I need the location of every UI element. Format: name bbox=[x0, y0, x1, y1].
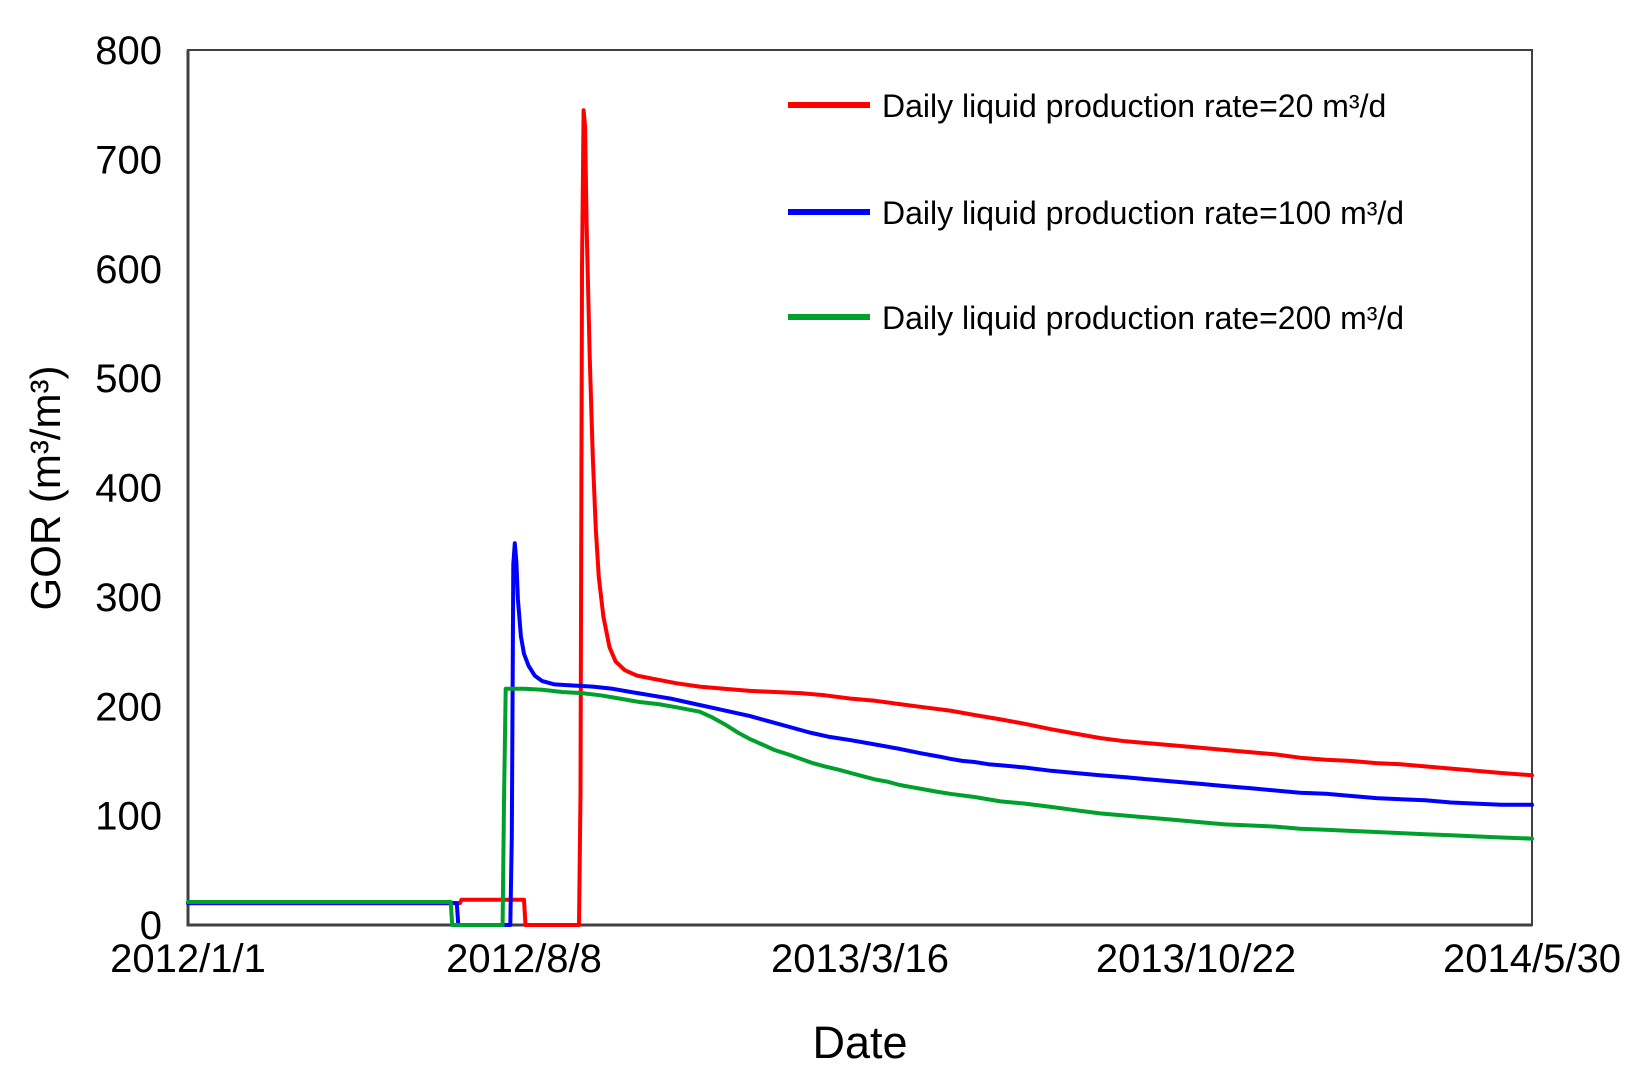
x-tick-label-4: 2014/5/30 bbox=[1443, 937, 1621, 981]
y-axis-tick-labels: 0 100 200 300 400 500 600 700 800 bbox=[95, 29, 162, 948]
y-tick-label-6: 600 bbox=[95, 248, 162, 292]
x-tick-label-2: 2013/3/16 bbox=[771, 937, 949, 981]
axis-lines bbox=[186, 50, 1532, 927]
y-tick-label-4: 400 bbox=[95, 467, 162, 511]
x-tick-label-0: 2012/1/1 bbox=[110, 937, 266, 981]
series-line-0 bbox=[186, 108, 1534, 927]
x-tick-label-1: 2012/8/8 bbox=[446, 937, 602, 981]
y-tick-label-2: 200 bbox=[95, 685, 162, 729]
series-line-2 bbox=[186, 686, 1534, 927]
y-tick-label-0: 0 bbox=[140, 904, 162, 948]
x-axis-tick-labels: 2012/1/1 2012/8/8 2013/3/16 2013/10/22 2014/… bbox=[110, 937, 1621, 981]
legend-label-2: Daily liquid production rate=200 m³/d bbox=[882, 300, 1404, 336]
y-tick-label-8: 800 bbox=[95, 29, 162, 73]
legend-item-2: Daily liquid production rate=200 m³/d bbox=[788, 300, 1404, 336]
legend: Daily liquid production rate=20 m³/d Dail… bbox=[788, 88, 1404, 336]
y-tick-label-1: 100 bbox=[95, 795, 162, 839]
legend-item-1: Daily liquid production rate=100 m³/d bbox=[788, 195, 1404, 231]
legend-label-0: Daily liquid production rate=20 m³/d bbox=[882, 88, 1386, 124]
x-tick-label-3: 2013/10/22 bbox=[1096, 937, 1296, 981]
series-lines bbox=[186, 108, 1534, 927]
legend-label-1: Daily liquid production rate=100 m³/d bbox=[882, 195, 1404, 231]
y-tick-label-7: 700 bbox=[95, 138, 162, 182]
plot-border bbox=[186, 49, 1533, 927]
legend-item-0: Daily liquid production rate=20 m³/d bbox=[788, 88, 1386, 124]
y-tick-label-3: 300 bbox=[95, 576, 162, 620]
series-line-1 bbox=[186, 541, 1534, 927]
x-axis-title: Date bbox=[812, 1017, 907, 1068]
y-tick-label-5: 500 bbox=[95, 357, 162, 401]
y-axis-title: GOR (m³/m³) bbox=[22, 366, 69, 611]
